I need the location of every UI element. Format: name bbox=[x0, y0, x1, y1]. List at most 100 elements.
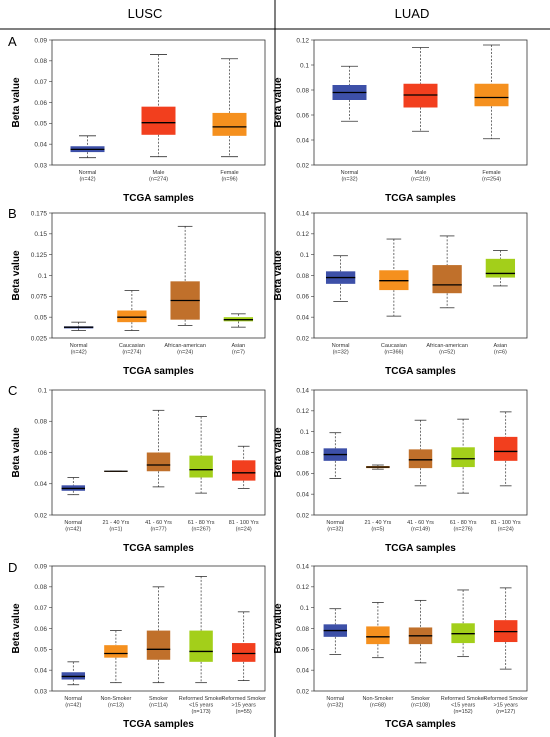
sample-count-label: (n=1) bbox=[109, 527, 122, 533]
sample-count-label: (n=96) bbox=[221, 177, 237, 183]
x-axis-title: TCGA samples bbox=[385, 366, 456, 377]
y-tick-label: 0.08 bbox=[34, 58, 47, 65]
y-tick-label: 0.09 bbox=[34, 37, 47, 44]
box-body bbox=[451, 447, 475, 468]
y-tick-label: 0.12 bbox=[296, 37, 309, 44]
category-label: Reformed Smoker bbox=[179, 696, 224, 702]
y-tick-label: 0.08 bbox=[296, 450, 309, 457]
y-axis-title: Beta value bbox=[273, 427, 284, 477]
box-african-american: African-american(n=24) bbox=[164, 225, 206, 356]
category-label: 21 - 40 Yrs bbox=[364, 520, 391, 526]
chart-d-lusc: 0.03 0.04 0.05 0.06 0.07 0.08 0.09 Beta value TC… bbox=[11, 563, 266, 730]
box-male: Male(n=219) bbox=[403, 47, 438, 183]
x-axis-title: TCGA samples bbox=[385, 719, 456, 730]
box-normal: Normal(n=32) bbox=[325, 255, 356, 356]
box-body bbox=[117, 310, 147, 323]
category-label: Female bbox=[220, 170, 238, 176]
sample-count-label: (n=152) bbox=[454, 709, 473, 715]
y-tick-label: 0.06 bbox=[296, 294, 309, 301]
chart-b-luad: 0.02 0.04 0.06 0.08 0.1 0.12 0.14 Beta value TCG… bbox=[273, 210, 528, 377]
box-normal: Normal(n=42) bbox=[70, 135, 105, 183]
box-body bbox=[146, 630, 171, 660]
box-body bbox=[189, 455, 213, 478]
x-axis-title: TCGA samples bbox=[123, 543, 194, 554]
sample-count-label: (n=366) bbox=[384, 350, 403, 356]
y-tick-label: 0.06 bbox=[34, 100, 47, 107]
box-smoker: Smoker(n=108) bbox=[408, 599, 433, 709]
y-tick-label: 0.06 bbox=[34, 450, 47, 457]
box-21-40-yrs: 21 - 40 Yrs(n=1) bbox=[102, 470, 130, 533]
category-label: >15 years bbox=[494, 703, 519, 709]
y-tick-label: 0.125 bbox=[31, 252, 48, 259]
box-african-american: African-american(n=52) bbox=[426, 235, 468, 356]
box-41-60-yrs: 41 - 60 Yrs(n=149) bbox=[407, 419, 434, 533]
y-tick-label: 0.02 bbox=[34, 512, 47, 519]
box-female: Female(n=96) bbox=[212, 58, 247, 183]
sample-count-label: (n=274) bbox=[149, 177, 168, 183]
sample-count-label: (n=127) bbox=[496, 709, 515, 715]
sample-count-label: (n=108) bbox=[411, 703, 430, 709]
box-caucasian: Caucasian(n=274) bbox=[117, 290, 147, 356]
box-body bbox=[189, 630, 213, 662]
y-tick-label: 0.02 bbox=[296, 688, 309, 695]
sample-count-label: (n=42) bbox=[71, 350, 87, 356]
y-axis-title: Beta value bbox=[11, 603, 22, 653]
y-tick-label: 0.04 bbox=[296, 491, 309, 498]
y-tick-label: 0.02 bbox=[296, 335, 309, 342]
box-normal: Normal(n=42) bbox=[61, 661, 86, 709]
box-reformed-smoker-15-years: Reformed Smoker>15 years(n=55) bbox=[221, 611, 266, 715]
sample-count-label: (n=55) bbox=[236, 709, 252, 715]
sample-count-label: (n=219) bbox=[411, 177, 430, 183]
sample-count-label: (n=24) bbox=[177, 350, 193, 356]
category-label: 41 - 60 Yrs bbox=[145, 520, 172, 526]
box-male: Male(n=274) bbox=[141, 54, 176, 183]
y-tick-label: 0.15 bbox=[34, 231, 47, 238]
category-label: <15 years bbox=[189, 703, 214, 709]
category-label: Asian bbox=[493, 343, 507, 349]
y-axis-title: Beta value bbox=[273, 250, 284, 300]
chart-a-lusc: 0.03 0.04 0.05 0.06 0.07 0.08 0.09 Beta value TC… bbox=[11, 37, 266, 204]
y-tick-label: 0.12 bbox=[296, 584, 309, 591]
box-body bbox=[485, 258, 516, 278]
y-axis-title: Beta value bbox=[11, 250, 22, 300]
chart-d-luad: 0.02 0.04 0.06 0.08 0.1 0.12 0.14 Beta value TCG… bbox=[273, 563, 528, 730]
sample-count-label: (n=32) bbox=[341, 177, 357, 183]
box-body bbox=[366, 626, 390, 645]
box-reformed-smoker-15-years: Reformed Smoker<15 years(n=152) bbox=[441, 589, 486, 715]
y-tick-label: 0.06 bbox=[296, 112, 309, 119]
sample-count-label: (n=68) bbox=[370, 703, 386, 709]
y-tick-label: 0.04 bbox=[34, 141, 47, 148]
y-tick-label: 0.1 bbox=[38, 273, 47, 280]
box-body bbox=[212, 112, 247, 136]
box-normal: Normal(n=32) bbox=[323, 608, 348, 709]
y-tick-label: 0.04 bbox=[296, 137, 309, 144]
y-tick-label: 0.06 bbox=[296, 647, 309, 654]
box-body bbox=[146, 452, 171, 472]
y-tick-label: 0.02 bbox=[296, 162, 309, 169]
box-body bbox=[408, 449, 433, 469]
y-tick-label: 0.04 bbox=[34, 667, 47, 674]
category-label: Normal bbox=[79, 170, 97, 176]
sample-count-label: (n=42) bbox=[65, 527, 81, 533]
sample-count-label: (n=7) bbox=[232, 350, 245, 356]
box-body bbox=[231, 643, 256, 662]
row-label-b: B bbox=[8, 206, 17, 221]
y-tick-label: 0.04 bbox=[34, 481, 47, 488]
y-tick-label: 0.1 bbox=[300, 605, 309, 612]
category-label: Reformed Smoker bbox=[221, 696, 266, 702]
box-81-100-yrs: 81 - 100 Yrs(n=24) bbox=[229, 445, 259, 533]
y-tick-label: 0.08 bbox=[296, 273, 309, 280]
sample-count-label: (n=32) bbox=[333, 350, 349, 356]
box-61-80-yrs: 61 - 80 Yrs(n=267) bbox=[188, 416, 215, 533]
chart-grid: 0.03 0.04 0.05 0.06 0.07 0.08 0.09 Beta value TC… bbox=[11, 37, 528, 730]
sample-count-label: (n=24) bbox=[236, 527, 252, 533]
row-label-d: D bbox=[8, 560, 17, 575]
box-41-60-yrs: 41 - 60 Yrs(n=77) bbox=[145, 409, 172, 533]
box-reformed-smoker-15-years: Reformed Smoker<15 years(n=173) bbox=[179, 576, 224, 715]
y-tick-label: 0.09 bbox=[34, 563, 47, 570]
y-axis-title: Beta value bbox=[11, 427, 22, 477]
box-asian: Asian(n=6) bbox=[485, 250, 516, 356]
sample-count-label: (n=173) bbox=[192, 709, 211, 715]
box-body bbox=[474, 83, 509, 107]
